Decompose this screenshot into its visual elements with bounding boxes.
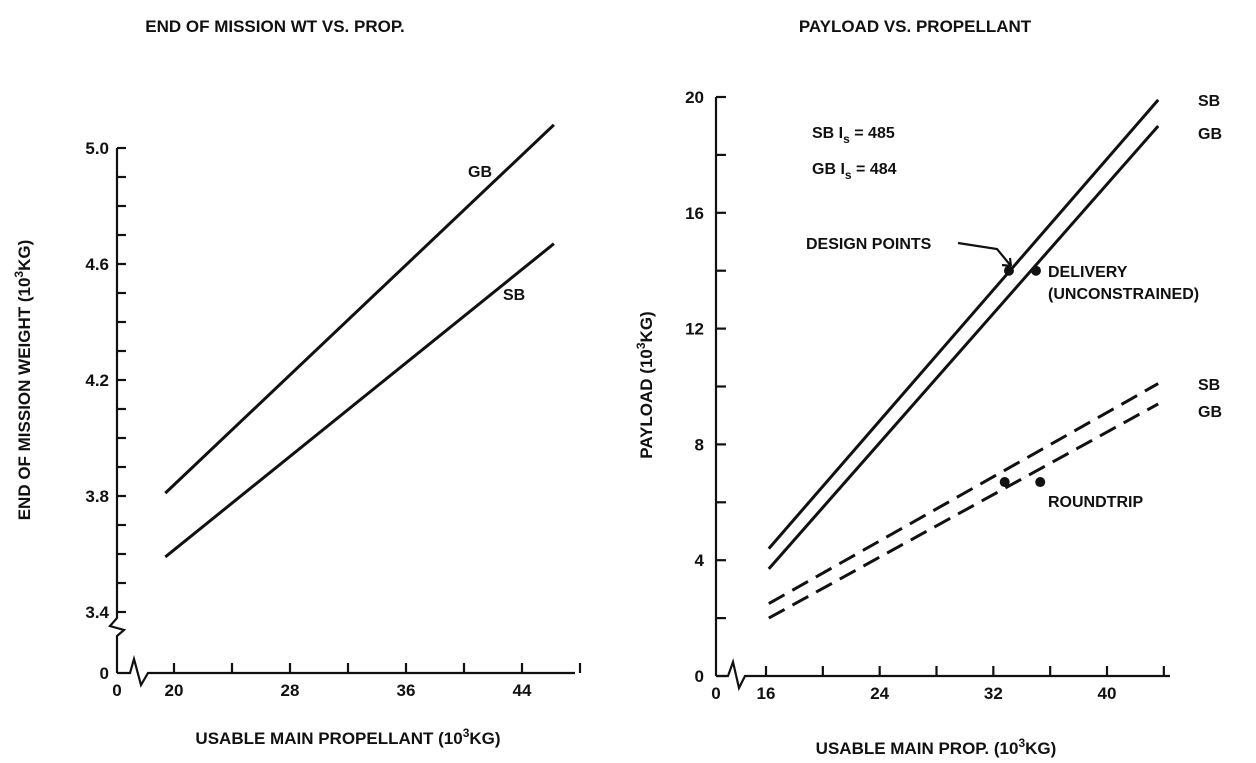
right-y-zero-label: 0 [695, 667, 704, 686]
left-chart-title: END OF MISSION WT VS. PROP. [145, 17, 404, 36]
right-chart-ticks: 4 8 12 16 20 0 16 24 32 40 0 [685, 88, 1165, 703]
right-x-tick-label: 40 [1098, 684, 1117, 703]
annotation-roundtrip: ROUNDTRIP [1048, 494, 1143, 511]
right-x-tick-label: 24 [870, 684, 889, 703]
left-series-label-gb: GB [468, 164, 492, 181]
annotation-unconstrained: (UNCONSTRAINED) [1048, 286, 1199, 303]
right-x-zero-label: 0 [711, 684, 720, 703]
left-chart-axes [108, 148, 575, 688]
annotation-gb-isp: GB Is = 484 [812, 161, 897, 182]
right-chart: PAYLOAD VS. PROPELLANT 4 8 12 16 20 0 16 24 32 40… [634, 17, 1222, 758]
design-point-marker [1003, 265, 1014, 276]
right-chart-title: PAYLOAD VS. PROPELLANT [799, 17, 1032, 36]
design-points-arrowhead [1001, 257, 1013, 268]
left-y-tick-label: 4.6 [85, 255, 109, 274]
right-y-tick-label: 12 [685, 320, 704, 339]
annotation-delivery: DELIVERY [1048, 264, 1128, 281]
right-label-gb-dashed: GB [1198, 404, 1222, 421]
left-y-tick-label: 3.8 [85, 487, 109, 506]
right-label-gb-solid: GB [1198, 126, 1222, 143]
right-x-tick-label: 32 [984, 684, 1003, 703]
left-x-tick-label: 36 [397, 681, 416, 700]
left-x-tick-label: 28 [281, 681, 300, 700]
left-y-tick-label: 4.2 [85, 371, 109, 390]
left-y-zero-label: 0 [100, 664, 109, 683]
left-y-tick-label: 3.4 [85, 603, 109, 622]
left-y-tick-label: 5.0 [85, 139, 109, 158]
left-series-line-sb [164, 242, 555, 559]
right-chart-points [999, 265, 1046, 488]
annotation-design-points: DESIGN POINTS [806, 236, 932, 253]
left-series-label-sb: SB [503, 287, 525, 304]
right-series-line-sb-dashed [768, 382, 1159, 605]
right-y-axis-label: PAYLOAD (103KG) [634, 311, 656, 458]
left-y-axis-line [108, 148, 127, 673]
right-x-tick-label: 16 [757, 684, 776, 703]
left-x-axis-line [117, 654, 575, 688]
right-y-tick-label: 8 [695, 435, 704, 454]
left-x-axis-label: USABLE MAIN PROPELLANT (103KG) [195, 726, 500, 748]
right-chart-axes [714, 97, 1170, 692]
right-y-tick-label: 16 [685, 204, 704, 223]
annotation-sb-isp: SB Is = 485 [812, 125, 895, 146]
right-label-sb-dashed: SB [1198, 377, 1220, 394]
left-chart-series [164, 123, 555, 559]
design-points-leader-line [957, 241, 1012, 267]
design-point-marker [999, 477, 1010, 488]
right-chart-series [767, 98, 1160, 620]
right-series-line-gb-dashed [768, 402, 1159, 620]
right-series-line-sb-solid [767, 98, 1160, 550]
design-point-marker [1030, 265, 1041, 276]
right-series-line-gb-solid [767, 125, 1160, 570]
left-x-zero-label: 0 [112, 681, 121, 700]
left-x-tick-label: 20 [165, 681, 184, 700]
left-x-tick-label: 44 [513, 681, 532, 700]
right-x-axis-label: USABLE MAIN PROP. (103KG) [816, 736, 1057, 758]
right-y-tick-label: 4 [695, 551, 705, 570]
left-chart: END OF MISSION WT VS. PROP. 3.4 3.8 4.2 4.6… [12, 17, 582, 748]
left-series-line-gb [164, 123, 555, 495]
left-chart-ticks: 3.4 3.8 4.2 4.6 5.0 0 20 28 36 44 0 [85, 139, 582, 700]
left-y-axis-label: END OF MISSION WEIGHT (103KG) [12, 240, 34, 521]
right-y-tick-label: 20 [685, 88, 704, 107]
right-label-sb-solid: SB [1198, 93, 1220, 110]
design-point-marker [1035, 477, 1046, 488]
